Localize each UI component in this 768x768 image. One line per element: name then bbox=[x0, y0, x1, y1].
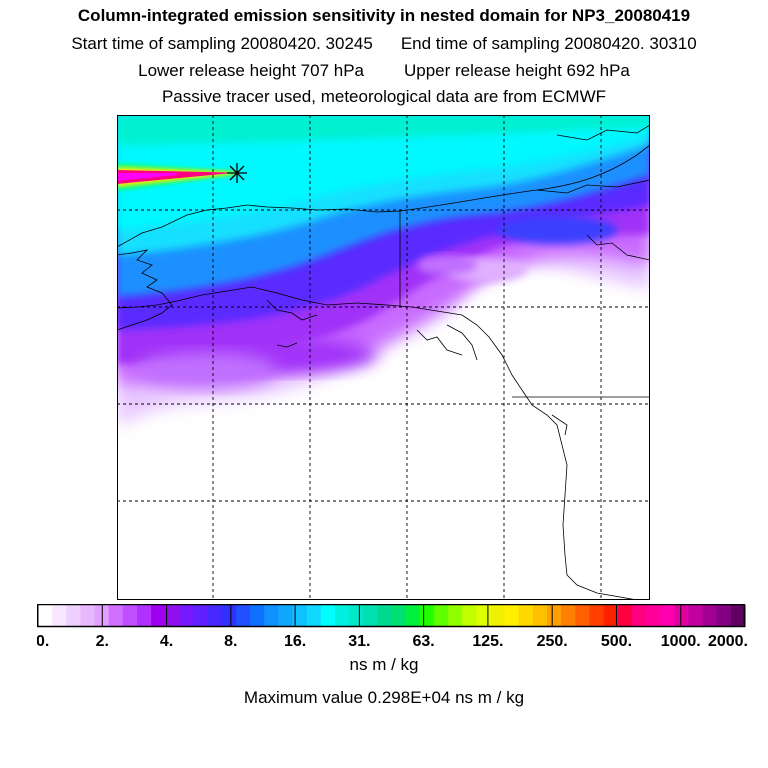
colorbar-tick-label: 4. bbox=[160, 633, 173, 650]
colorbar-swatch bbox=[278, 605, 293, 627]
colorbar-tick-label: 500. bbox=[601, 633, 632, 650]
colorbar-swatch bbox=[462, 605, 477, 627]
sensitivity-field bbox=[117, 115, 650, 427]
sampling-times: Start time of sampling 20080420. 30245 En… bbox=[0, 34, 768, 54]
colorbar-swatch bbox=[405, 605, 421, 627]
colorbar-swatch bbox=[561, 605, 576, 627]
sensitivity-map bbox=[117, 115, 650, 600]
release-heights: Lower release height 707 hPa Upper releas… bbox=[0, 61, 768, 81]
colorbar-swatch bbox=[476, 605, 491, 627]
colorbar-swatch bbox=[547, 605, 562, 627]
colorbar-swatch bbox=[603, 605, 619, 627]
coastlines bbox=[117, 124, 650, 600]
colorbar-swatch bbox=[334, 605, 350, 627]
colorbar-tick-label: 63. bbox=[413, 633, 435, 650]
colorbar-tick-label: 8. bbox=[224, 633, 237, 650]
figure-title: Column-integrated emission sensitivity i… bbox=[77, 6, 691, 25]
colorbar-swatches bbox=[38, 605, 746, 627]
colorbar-swatch bbox=[221, 605, 237, 627]
colorbar-swatch bbox=[532, 605, 548, 627]
colorbar-swatch bbox=[617, 605, 633, 627]
release-point-marker bbox=[227, 163, 247, 183]
colorbar-units: ns m / kg bbox=[349, 655, 419, 674]
colorbar-swatch bbox=[391, 605, 407, 627]
colorbar-tick-label: 2. bbox=[96, 633, 109, 650]
colorbar-swatch bbox=[320, 605, 336, 627]
upper-height-label: Upper release height 692 hPa bbox=[404, 61, 630, 80]
colorbar-swatch bbox=[136, 605, 152, 627]
colorbar-tick-label: 2000. bbox=[708, 633, 748, 650]
colorbar-tick-label: 1000. bbox=[661, 633, 701, 650]
colorbar-swatch bbox=[730, 605, 746, 627]
colorbar-swatch bbox=[80, 605, 95, 627]
tracer-info: Passive tracer used, meteorological data… bbox=[161, 87, 607, 106]
colorbar-swatch bbox=[264, 605, 279, 627]
colorbar-swatch bbox=[433, 605, 449, 627]
colorbar-swatch bbox=[122, 605, 138, 627]
colorbar-swatch bbox=[631, 605, 647, 627]
colorbar-swatch bbox=[660, 605, 675, 627]
colorbar-swatch bbox=[448, 605, 463, 627]
map-frame bbox=[117, 115, 650, 600]
colorbar-swatch bbox=[151, 605, 166, 627]
colorbar-swatch bbox=[235, 605, 251, 627]
colorbar-swatch bbox=[377, 605, 392, 627]
colorbar-tick-label: 31. bbox=[348, 633, 370, 650]
lower-height-label: Lower release height 707 hPa bbox=[138, 61, 364, 80]
colorbar-swatch bbox=[66, 605, 81, 627]
maximum-value: Maximum value 0.298E+04 ns m / kg bbox=[243, 688, 525, 707]
colorbar-frame bbox=[37, 604, 746, 628]
colorbar-swatch bbox=[504, 605, 520, 627]
colorbar-swatch bbox=[165, 605, 180, 627]
colorbar-swatch bbox=[518, 605, 534, 627]
colorbar-swatch bbox=[702, 605, 718, 627]
colorbar-labels: 0. 2. 4. 8. 16. 31. 63. 125. 250. 500. 1000. 2000. bbox=[37, 633, 748, 650]
colorbar: 0. 2. 4. 8. 16. 31. 63. 125. 250. 500. 1000. 2000. bbox=[37, 604, 748, 650]
colorbar-swatch bbox=[193, 605, 209, 627]
colorbar-swatch bbox=[646, 605, 661, 627]
colorbar-tick-label: 16. bbox=[284, 633, 306, 650]
graticule bbox=[117, 115, 650, 600]
colorbar-swatch bbox=[716, 605, 732, 627]
colorbar-swatch bbox=[250, 605, 265, 627]
colorbar-swatch bbox=[306, 605, 322, 627]
colorbar-swatch bbox=[292, 605, 308, 627]
colorbar-swatch bbox=[179, 605, 194, 627]
colorbar-swatch bbox=[363, 605, 378, 627]
colorbar-swatch bbox=[52, 605, 67, 627]
colorbar-swatch bbox=[108, 605, 124, 627]
colorbar-swatch bbox=[589, 605, 604, 627]
colorbar-swatch bbox=[349, 605, 364, 627]
colorbar-swatch bbox=[688, 605, 703, 627]
colorbar-swatch bbox=[674, 605, 689, 627]
colorbar-tick-label: 0. bbox=[37, 633, 49, 650]
colorbar-swatch bbox=[490, 605, 506, 627]
colorbar-swatch bbox=[419, 605, 435, 627]
colorbar-swatch bbox=[207, 605, 223, 627]
colorbar-tick-label: 125. bbox=[472, 633, 503, 650]
colorbar-swatch bbox=[38, 605, 53, 627]
release-plume bbox=[117, 163, 235, 191]
end-time-label: End time of sampling 20080420. 30310 bbox=[400, 34, 697, 53]
start-time-label: Start time of sampling 20080420. 30245 bbox=[71, 34, 373, 53]
colorbar-tick-label: 250. bbox=[537, 633, 568, 650]
colorbar-swatch bbox=[575, 605, 590, 627]
